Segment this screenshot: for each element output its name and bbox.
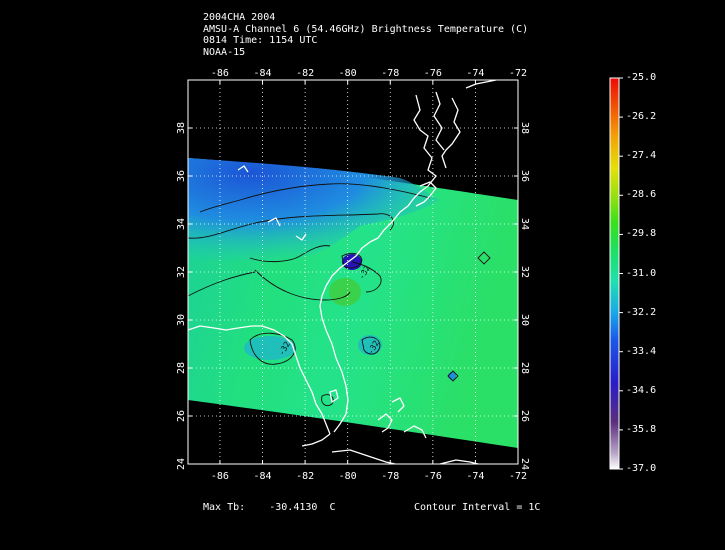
colorbar-label: -35.8 — [626, 423, 657, 435]
lon-label: -84 — [253, 68, 271, 79]
colorbar-label: -25.0 — [626, 72, 657, 83]
graticule — [188, 80, 519, 465]
colorbar — [609, 77, 620, 470]
title-storm: 2004CHA 2004 — [203, 12, 276, 23]
coastline — [188, 80, 497, 464]
max-tb-unit: C — [329, 502, 336, 513]
warm-spot — [329, 278, 361, 306]
lat-label: 38 — [176, 122, 187, 134]
lon-label: -86 — [211, 471, 229, 482]
lat-label: 36 — [176, 170, 187, 182]
lake-marks — [237, 165, 307, 241]
cuba-coast — [331, 449, 398, 464]
coastline-gulf — [188, 325, 331, 435]
lat-label: 24 — [176, 458, 187, 470]
lat-label: 38 — [519, 122, 530, 134]
max-tb-label: Max Tb: — [203, 502, 246, 513]
contour-line — [199, 183, 431, 213]
lat-label: 30 — [176, 314, 187, 326]
contour-line — [447, 370, 459, 382]
lat-labels-right: 24 26 28 30 32 34 36 38 — [519, 122, 530, 470]
colorbar-label: -31.0 — [626, 267, 657, 279]
lon-label: -78 — [381, 68, 399, 79]
contour-lines — [188, 183, 491, 407]
lat-label: 32 — [519, 266, 530, 278]
contour-line — [477, 251, 491, 265]
lat-label: 34 — [176, 218, 187, 230]
lat-label: 36 — [519, 170, 530, 182]
coastline-east — [319, 94, 437, 433]
lat-label: 24 — [519, 458, 530, 470]
contour-line — [188, 213, 394, 239]
lon-label: -86 — [211, 68, 229, 79]
delmarva-coast — [441, 97, 461, 169]
contour-line — [321, 394, 334, 407]
lon-label: -76 — [424, 471, 442, 482]
chesapeake-bay — [433, 91, 445, 151]
lon-label: -80 — [339, 68, 357, 79]
map-title-block: 2004CHA 2004 AMSU-A Channel 6 (54.46GHz)… — [203, 12, 528, 58]
lat-label: 26 — [519, 410, 530, 422]
lon-label: -72 — [509, 471, 527, 482]
florida-keys — [301, 433, 331, 447]
lat-labels-left: 24 26 28 30 32 34 36 38 — [176, 122, 187, 470]
contour-line — [361, 336, 381, 355]
axis-ticks — [188, 80, 519, 465]
cold-region-north — [188, 158, 440, 262]
lon-label: -84 — [253, 471, 271, 482]
max-tb-value: -30.4130 — [269, 502, 318, 513]
contour-line — [254, 269, 351, 301]
lat-label: 30 — [519, 314, 530, 326]
contour-line — [188, 271, 256, 297]
lon-label: -76 — [424, 68, 442, 79]
contour-interval: Contour Interval = 1C — [414, 502, 541, 513]
colorbar-label: -29.8 — [626, 228, 657, 240]
lon-label: -80 — [339, 471, 357, 482]
colorbar-label: -32.2 — [626, 306, 657, 318]
lon-label: -82 — [296, 68, 314, 79]
colorbar-ticks — [619, 77, 623, 470]
lat-label: 32 — [176, 266, 187, 278]
colorbar-label: -34.6 — [626, 384, 657, 396]
cool-spot-south — [244, 336, 296, 360]
lat-label: 26 — [176, 410, 187, 422]
lat-label: 34 — [519, 218, 530, 230]
colorbar-label: -37.0 — [626, 463, 657, 474]
lon-label: -74 — [466, 471, 484, 482]
hispaniola-coast — [439, 459, 481, 464]
contour-line — [341, 252, 363, 269]
lon-label: -74 — [466, 68, 484, 79]
title-satellite: NOAA-15 — [203, 46, 246, 58]
colorbar-label: -33.4 — [626, 345, 657, 357]
title-time: 0814 Time: 1154 UTC — [203, 35, 318, 46]
bahamas-2 — [391, 397, 405, 413]
max-tb-readout: Max Tb: -30.4130 C — [203, 502, 336, 513]
contour-line — [249, 245, 331, 263]
lat-label: 28 — [176, 362, 187, 374]
lon-label: -72 — [509, 68, 527, 79]
title-product: AMSU-A Channel 6 (54.46GHz) Brightness T… — [203, 23, 529, 35]
lon-labels-top: -86 -84 -82 -80 -78 -76 -74 -72 — [211, 68, 527, 79]
contour-line — [249, 332, 296, 365]
colorbar-label: -27.4 — [626, 150, 657, 162]
bahamas-3 — [403, 425, 427, 439]
lon-labels-bottom: -86 -84 -82 -80 -78 -76 -74 -72 — [211, 471, 527, 482]
colorbar-label: -28.6 — [626, 189, 657, 201]
lon-label: -82 — [296, 471, 314, 482]
swath-layer — [188, 158, 518, 448]
lat-label: 28 — [519, 362, 530, 374]
lake-okeechobee — [329, 389, 339, 403]
bahamas-1 — [377, 413, 393, 433]
contour-line — [351, 261, 382, 293]
long-island-coast — [465, 80, 497, 89]
colorbar-label: -26.2 — [626, 111, 657, 123]
lon-label: -78 — [381, 471, 399, 482]
